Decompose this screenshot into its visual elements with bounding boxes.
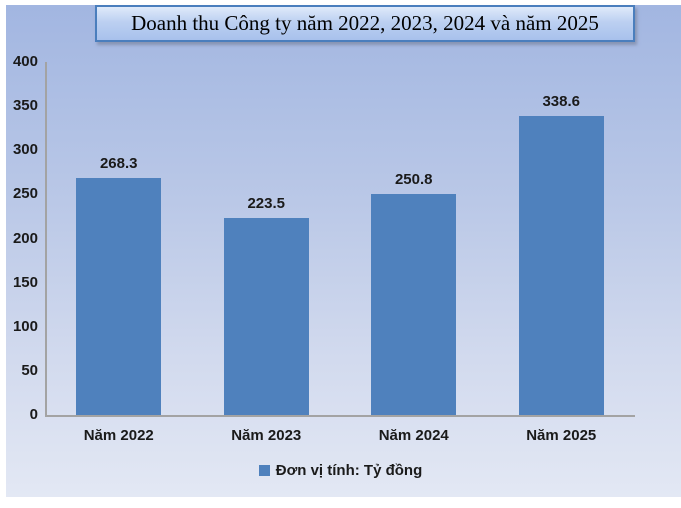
chart-title-box: Doanh thu Công ty năm 2022, 2023, 2024 v…	[95, 5, 635, 42]
chart-title: Doanh thu Công ty năm 2022, 2023, 2024 v…	[131, 11, 599, 35]
x-axis-label: Năm 2024	[378, 427, 449, 444]
y-axis-tick-label: 0	[29, 406, 38, 423]
bar-2	[223, 217, 309, 415]
bar-4	[518, 116, 604, 415]
y-axis-tick-label: 100	[12, 317, 38, 335]
x-axis-line	[45, 415, 635, 417]
bar-3	[371, 193, 457, 415]
y-axis-tick-label: 250	[12, 185, 38, 203]
y-axis-tick-label: 150	[12, 273, 38, 291]
bar-value-label: 338.6	[542, 93, 581, 111]
y-axis-tick-label: 350	[12, 97, 38, 115]
bar-1	[76, 178, 162, 415]
legend-label: Đơn vị tính: Tỷ đồng	[275, 461, 423, 479]
legend-marker-icon	[258, 464, 270, 476]
y-axis-tick-label: 400	[12, 53, 38, 70]
y-axis-tick-label: 200	[12, 229, 38, 247]
bar-value-label: 268.3	[99, 155, 138, 173]
y-axis-line	[45, 62, 47, 415]
y-axis-tick-label: 300	[12, 141, 38, 159]
x-axis-label: Năm 2025	[526, 427, 597, 444]
bar-value-label: 250.8	[394, 170, 433, 188]
legend: Đơn vị tính: Tỷ đồng	[0, 461, 681, 479]
x-axis-label: Năm 2023	[231, 427, 302, 444]
y-axis-tick-label: 50	[21, 361, 38, 379]
x-axis-label: Năm 2022	[83, 427, 154, 444]
bar-value-label: 223.5	[247, 194, 286, 212]
